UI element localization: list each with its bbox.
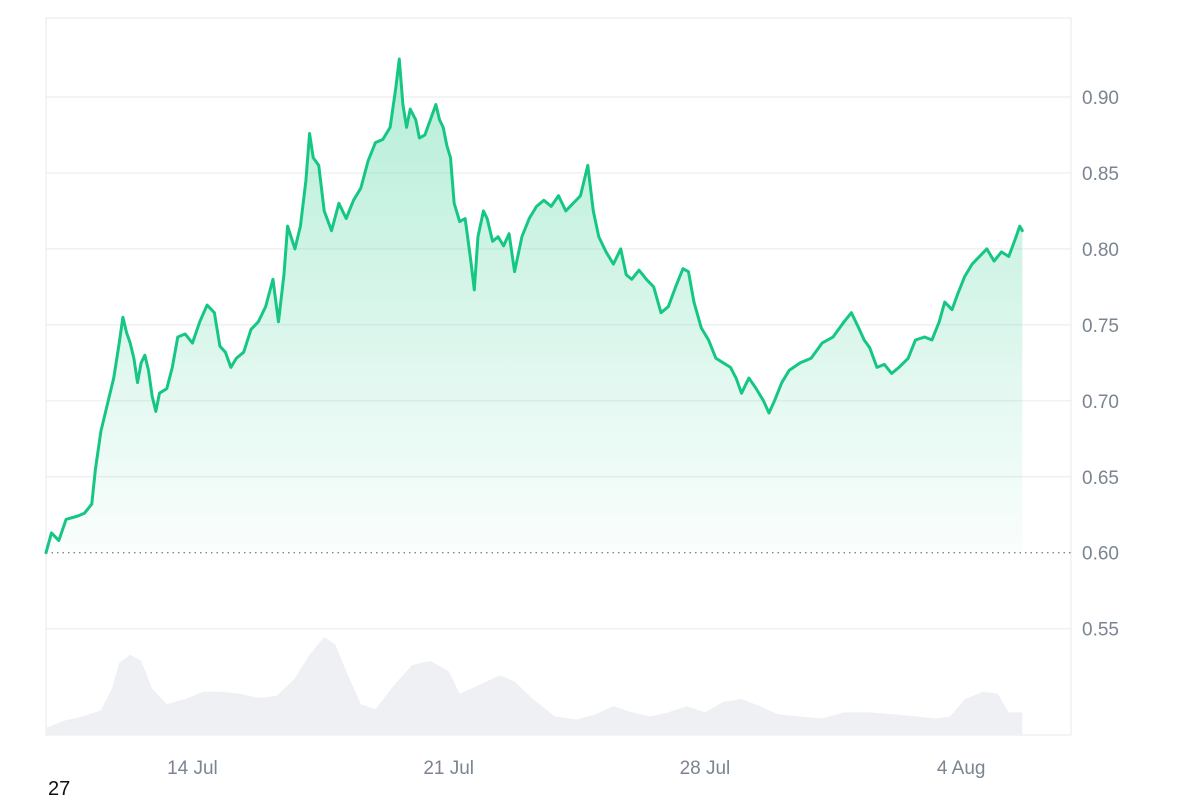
volume-area xyxy=(46,637,1023,735)
y-axis-tick-labels: 0.55 0.60 0.65 0.70 0.75 0.80 0.85 0.90 xyxy=(1082,88,1119,641)
price-line xyxy=(44,57,1024,555)
volume-area-group xyxy=(46,637,1023,735)
x-tick-label: 14 Jul xyxy=(167,758,218,779)
price-area-group xyxy=(46,59,1023,553)
y-tick-label: 0.70 xyxy=(1082,392,1119,413)
y-tick-label: 0.75 xyxy=(1082,316,1119,337)
price-area xyxy=(46,59,1023,553)
price-line-group xyxy=(44,57,1024,555)
y-tick-label: 0.85 xyxy=(1082,164,1119,185)
x-tick-label: 21 Jul xyxy=(423,758,474,779)
footer-label: 27 xyxy=(48,778,71,800)
x-tick-label: 28 Jul xyxy=(680,758,731,779)
y-tick-label: 0.55 xyxy=(1082,620,1119,641)
x-tick-label: 4 Aug xyxy=(937,758,986,779)
y-tick-label: 0.65 xyxy=(1082,468,1119,489)
y-tick-label: 0.60 xyxy=(1082,544,1119,565)
y-tick-label: 0.90 xyxy=(1082,88,1119,109)
x-axis-tick-labels: 14 Jul 21 Jul 28 Jul 4 Aug xyxy=(167,758,985,779)
y-tick-label: 0.80 xyxy=(1082,240,1119,261)
